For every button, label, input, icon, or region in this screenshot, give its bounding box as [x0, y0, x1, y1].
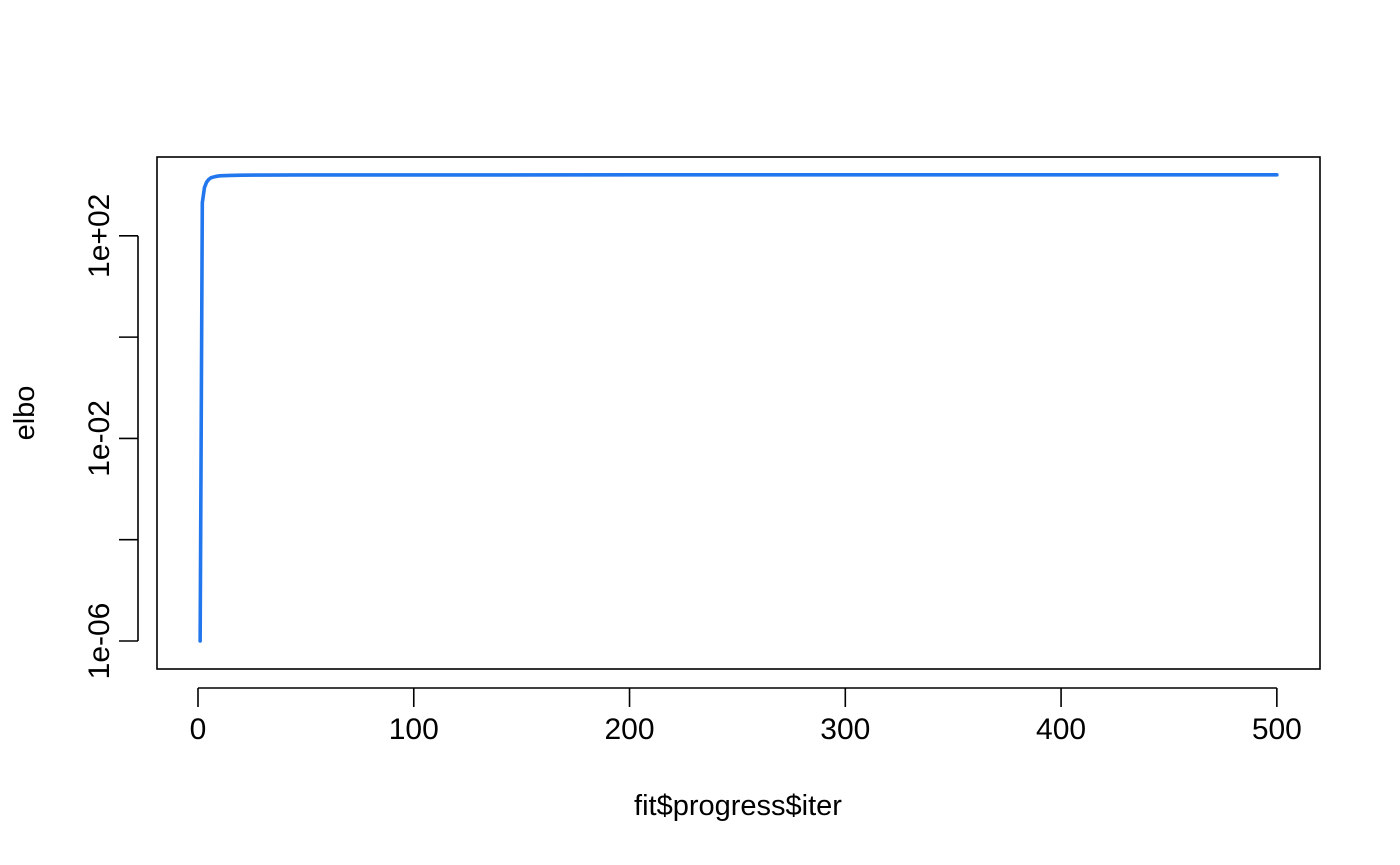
y-axis-label: elbo — [9, 386, 41, 441]
x-axis-label: fit$progress$iter — [634, 790, 842, 822]
series-line — [198, 173, 1279, 643]
series-layer — [198, 173, 1279, 643]
y-tick-label: 1e-02 — [83, 400, 116, 477]
x-tick-label: 500 — [1252, 713, 1302, 746]
y-tick-label: 1e-06 — [83, 603, 116, 680]
x-tick-label: 100 — [389, 713, 439, 746]
x-tick-label: 300 — [820, 713, 870, 746]
x-tick-label: 400 — [1036, 713, 1086, 746]
x-tick-label: 0 — [190, 713, 207, 746]
x-axis: 0 100 200 300 400 500 — [190, 687, 1302, 746]
plot-frame — [156, 156, 1321, 670]
y-tick-label: 1e+02 — [83, 194, 116, 278]
y-axis: 1e-06 1e-02 1e+02 — [83, 194, 139, 680]
x-tick-label: 200 — [605, 713, 655, 746]
